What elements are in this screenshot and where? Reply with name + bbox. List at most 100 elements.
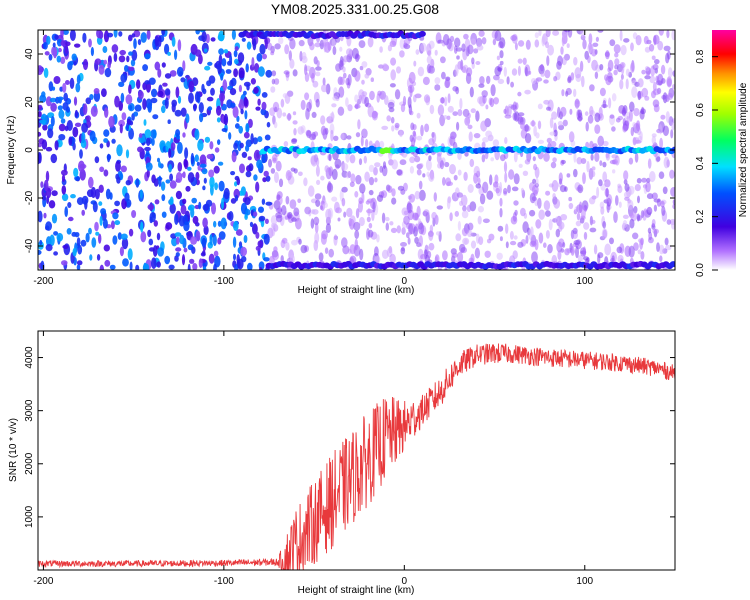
spectrogram-cell — [112, 212, 119, 220]
spectrogram-cell — [622, 220, 628, 228]
spectrogram-cell — [422, 173, 426, 178]
spectrogram-cell — [653, 204, 658, 212]
spectrogram-cell — [587, 114, 594, 124]
spectrogram-cell — [478, 236, 484, 246]
spectrogram-cell — [538, 30, 542, 37]
spectrogram-cell — [291, 138, 297, 144]
spectrogram-cell — [316, 60, 320, 67]
spectrogram-cell — [329, 112, 335, 120]
spectrogram-cell — [599, 160, 603, 167]
spectrogram-cell — [337, 106, 345, 116]
spectrogram-cell — [561, 56, 567, 66]
spectrogram-cell — [416, 168, 422, 176]
colorbar: 0.0 0.2 0.4 0.6 0.8 Normalized spectral ampl… — [695, 30, 749, 277]
spectrogram-cell — [493, 181, 499, 188]
spectrogram-cell — [510, 81, 514, 88]
spectrogram-cell — [443, 115, 448, 120]
spectrogram-cell — [270, 168, 276, 174]
spectrogram-cell — [567, 75, 572, 83]
spectrogram-cell — [315, 199, 321, 207]
spectrogram-cell — [399, 159, 407, 166]
spectrogram-cell — [396, 225, 401, 234]
spectrogram-cell — [78, 160, 85, 173]
spectrogram-cell — [274, 78, 280, 85]
snr-ytick-label: 3000 — [24, 399, 35, 422]
spectrogram-cell — [103, 59, 108, 65]
spectrogram-cell — [636, 213, 640, 222]
spectrogram-cell — [53, 251, 58, 256]
spectrogram-cell — [400, 242, 407, 247]
colorbar-tick-label: 0.2 — [695, 209, 706, 223]
spectrogram-cell — [60, 56, 66, 64]
spectrogram-cell — [386, 115, 392, 122]
spectrogram-cell — [576, 212, 581, 221]
spectrogram-cell — [525, 234, 529, 244]
spectrogram-cell — [48, 54, 53, 61]
spectrogram-cell — [168, 148, 172, 159]
spectrogram-cell — [582, 172, 586, 185]
spectrogram-cell — [258, 206, 264, 213]
spectrogram-cell — [535, 177, 539, 187]
spectrogram-cell — [646, 193, 654, 200]
spectrogram-cell — [365, 138, 369, 148]
spectrogram-cell — [206, 80, 212, 87]
spectrogram-cell — [185, 185, 191, 192]
spectrogram-cell — [358, 40, 366, 49]
spectrogram-cell — [198, 102, 204, 114]
spectrogram-cell — [437, 104, 445, 116]
spectrogram-cell — [462, 205, 467, 212]
spectrogram-cell — [107, 153, 111, 163]
spectrogram-cell — [577, 109, 583, 118]
spectrogram-cell — [61, 260, 68, 266]
spectrogram-cell — [588, 33, 593, 45]
spectrogram-cell — [591, 170, 596, 178]
spectrogram-cell — [500, 154, 506, 162]
spectrogram-cell — [236, 258, 244, 270]
spectrogram-cell — [369, 90, 375, 101]
spectrogram-cell — [457, 109, 463, 117]
spectrogram-cell — [225, 69, 232, 74]
spectrogram-cell — [629, 101, 635, 112]
spectrogram-cell — [593, 244, 598, 255]
spectrogram-cell — [93, 88, 100, 95]
spectrogram-cell — [94, 188, 100, 200]
spectrogram-cell — [480, 120, 488, 132]
spectrogram-cell — [121, 237, 129, 250]
spectrogram-cell — [403, 215, 410, 225]
spectrogram-cell — [273, 246, 278, 253]
spectrogram-cell — [522, 170, 529, 176]
spectrogram-cell — [561, 89, 565, 97]
spectrogram-cell — [177, 141, 183, 154]
spectrogram-cell — [256, 53, 263, 62]
spectrogram-cell — [161, 211, 167, 218]
spectrogram-cell — [413, 60, 417, 67]
spectrogram-cell — [524, 89, 531, 95]
spectrogram-cell — [45, 146, 53, 152]
spectrogram-cell — [243, 235, 248, 243]
spectrogram-cell — [180, 107, 187, 117]
spectrogram-cell — [131, 49, 138, 61]
spectrogram-cell — [66, 228, 72, 235]
spectrogram-cell — [143, 119, 147, 126]
spectrogram-cell — [504, 105, 509, 117]
spectrogram-cell — [261, 92, 268, 98]
spectrogram-cell — [180, 204, 187, 215]
spectrogram-cell — [428, 242, 435, 251]
spectrogram-cell — [229, 88, 237, 96]
spectrogram-cell — [481, 37, 487, 45]
spectrogram-cell — [245, 144, 250, 152]
spectrogram-cell — [465, 116, 471, 124]
spectrogram-cell — [113, 52, 118, 62]
spectrogram-cell — [42, 42, 48, 50]
spectrogram-cell — [456, 192, 463, 198]
spectrogram-cell — [72, 126, 79, 138]
spectrogram-cell — [667, 78, 672, 87]
spectrogram-cell — [270, 51, 275, 56]
spectrogram-cell — [112, 235, 118, 245]
spectrogram-cell — [524, 124, 529, 132]
spectrogram-cell — [169, 203, 176, 214]
figure-title: YM08.2025.331.00.25.G08 — [271, 1, 439, 17]
spectrogram-cell — [149, 212, 156, 223]
spectrogram-cell — [451, 252, 458, 258]
